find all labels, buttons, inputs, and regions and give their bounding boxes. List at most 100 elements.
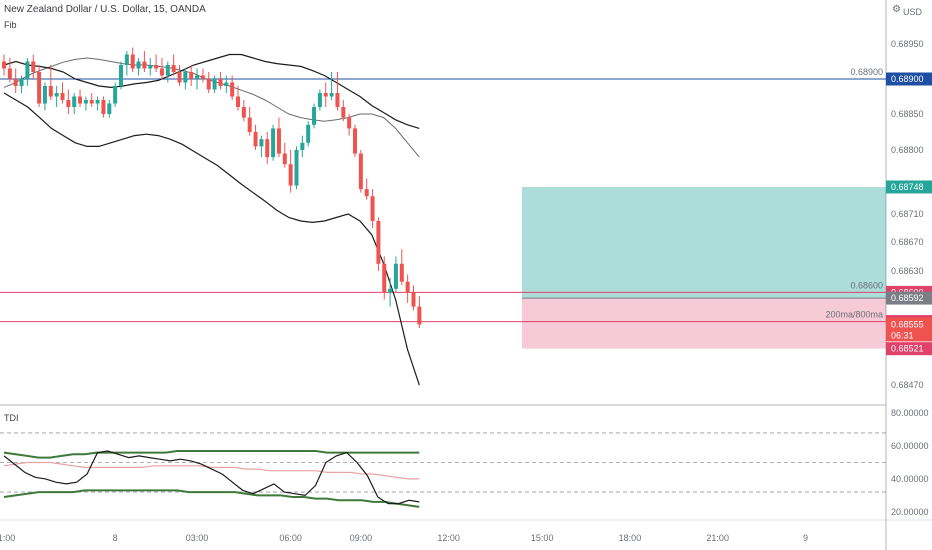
tdi-tick-1: 40.00000 xyxy=(891,474,929,484)
candle-body-57[interactable] xyxy=(335,93,340,107)
candle-body-43[interactable] xyxy=(253,132,258,147)
candle-body-36[interactable] xyxy=(212,79,217,90)
candle-body-58[interactable] xyxy=(341,107,346,118)
x-tick-7: 18:00 xyxy=(619,533,642,543)
candle-body-35[interactable] xyxy=(206,79,211,90)
candle-body-26[interactable] xyxy=(154,65,159,69)
candle-body-39[interactable] xyxy=(230,82,235,97)
candle-body-15[interactable] xyxy=(89,100,94,104)
price-tag-stop-loss-bg xyxy=(886,342,932,356)
candle-body-40[interactable] xyxy=(236,96,240,108)
candle-body-13[interactable] xyxy=(78,96,83,104)
candle-body-6[interactable] xyxy=(37,72,42,104)
candle-body-17[interactable] xyxy=(101,100,106,114)
candle-body-49[interactable] xyxy=(288,164,293,186)
candle-body-55[interactable] xyxy=(323,93,328,97)
candle-body-65[interactable] xyxy=(382,263,387,293)
x-tick-9: 9 xyxy=(803,533,808,543)
candle-body-64[interactable] xyxy=(376,221,381,264)
candle-body-71[interactable] xyxy=(417,306,422,325)
x-tick-1: 8 xyxy=(113,533,118,543)
indicator-upper-line xyxy=(3,53,420,129)
candle-body-68[interactable] xyxy=(399,263,404,282)
candle-body-67[interactable] xyxy=(393,263,398,289)
candle-body-25[interactable] xyxy=(148,65,153,69)
candle-body-38[interactable] xyxy=(224,82,229,87)
candle-body-56[interactable] xyxy=(329,93,334,97)
candle-body-51[interactable] xyxy=(300,142,305,150)
tdi-tick-2: 60.00000 xyxy=(891,441,929,451)
candle-body-11[interactable] xyxy=(66,100,71,107)
price-tag-level-0: 0.68900 xyxy=(891,74,924,84)
candle-body-32[interactable] xyxy=(189,72,194,79)
candle-body-62[interactable] xyxy=(364,189,369,197)
candle-body-46[interactable] xyxy=(271,128,276,158)
price-tick-5: 0.68850 xyxy=(891,109,924,119)
price-tag-take-profit: 0.68748 xyxy=(891,182,924,192)
stop-loss-zone[interactable] xyxy=(522,298,886,349)
price-tag-entry: 0.68592 xyxy=(891,293,924,303)
candle-body-63[interactable] xyxy=(370,196,375,221)
candle-body-42[interactable] xyxy=(247,117,252,132)
candle-body-47[interactable] xyxy=(276,128,281,154)
candle-body-21[interactable] xyxy=(124,54,129,66)
candle-body-28[interactable] xyxy=(165,65,170,76)
candle-body-0[interactable] xyxy=(2,61,6,69)
candle-body-30[interactable] xyxy=(177,72,182,83)
candle-body-24[interactable] xyxy=(142,61,147,69)
candle-body-33[interactable] xyxy=(195,75,200,80)
candle-body-69[interactable] xyxy=(405,281,410,293)
candle-body-14[interactable] xyxy=(83,100,88,104)
candle-body-1[interactable] xyxy=(7,68,12,80)
candle-body-16[interactable] xyxy=(95,100,100,104)
x-tick-4: 09:00 xyxy=(350,533,373,543)
x-tick-6: 15:00 xyxy=(531,533,554,543)
candle-body-45[interactable] xyxy=(265,139,270,158)
last-price-countdown: 06:31 xyxy=(891,330,914,340)
candle-body-29[interactable] xyxy=(171,65,176,72)
take-profit-zone[interactable] xyxy=(522,186,886,299)
candle-body-10[interactable] xyxy=(60,93,65,100)
candle-body-27[interactable] xyxy=(159,68,164,76)
candle-body-66[interactable] xyxy=(388,288,393,293)
currency-label[interactable]: USD xyxy=(903,7,923,17)
candle-body-22[interactable] xyxy=(130,54,135,69)
candle-body-70[interactable] xyxy=(411,292,416,307)
x-tick-2: 03:00 xyxy=(186,533,209,543)
candle-body-31[interactable] xyxy=(183,72,188,83)
candle-body-4[interactable] xyxy=(25,61,30,80)
candle-body-50[interactable] xyxy=(294,150,299,186)
candle-body-44[interactable] xyxy=(259,139,264,147)
candle-body-3[interactable] xyxy=(19,79,24,86)
tdi-tick-0: 20.00000 xyxy=(891,507,929,517)
candle-body-23[interactable] xyxy=(136,61,141,69)
candle-body-18[interactable] xyxy=(107,103,112,115)
price-tick-0: 0.68470 xyxy=(891,380,924,390)
candle-body-34[interactable] xyxy=(200,75,205,80)
candle-body-54[interactable] xyxy=(317,93,322,107)
candle-body-41[interactable] xyxy=(241,107,246,118)
tdi-label[interactable]: TDI xyxy=(4,413,19,423)
candle-body-5[interactable] xyxy=(31,61,36,73)
indicator-middle-line xyxy=(3,57,420,158)
candle-body-60[interactable] xyxy=(353,128,357,154)
price-tag-stop-loss: 0.68521 xyxy=(891,344,924,354)
candle-body-19[interactable] xyxy=(113,86,118,104)
candle-body-52[interactable] xyxy=(306,124,311,143)
candle-body-59[interactable] xyxy=(347,117,352,129)
x-tick-0: 21:00 xyxy=(0,533,15,543)
candle-body-2[interactable] xyxy=(13,79,18,86)
candle-body-48[interactable] xyxy=(282,153,287,165)
tdi-series-2 xyxy=(3,461,420,480)
candle-body-53[interactable] xyxy=(312,107,317,125)
candle-body-61[interactable] xyxy=(358,153,363,190)
gear-icon[interactable]: ⚙ xyxy=(892,4,901,15)
candle-body-7[interactable] xyxy=(42,86,47,104)
x-tick-8: 21:00 xyxy=(706,533,729,543)
candle-body-20[interactable] xyxy=(119,65,123,86)
candle-body-8[interactable] xyxy=(48,86,53,97)
candle-body-9[interactable] xyxy=(54,93,59,97)
candle-body-37[interactable] xyxy=(218,79,223,86)
candle-body-12[interactable] xyxy=(72,96,77,108)
